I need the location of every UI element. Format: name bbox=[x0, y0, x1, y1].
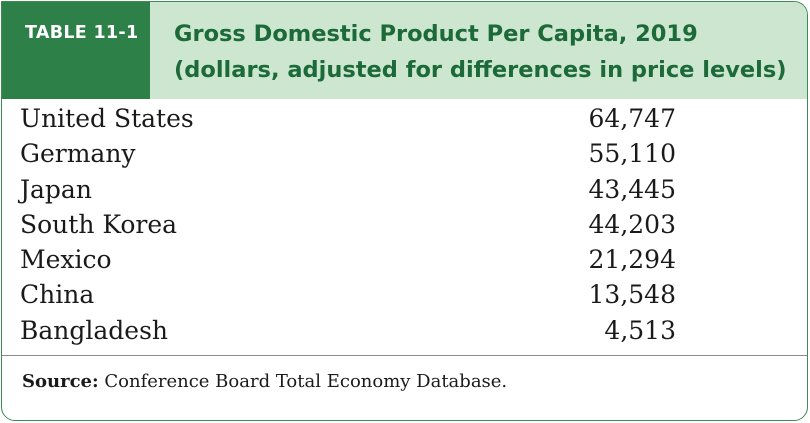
gdp-value-cell: 64,747 bbox=[588, 104, 676, 133]
table-row: Mexico 21,294 bbox=[2, 244, 807, 279]
country-cell: Bangladesh bbox=[20, 315, 169, 345]
table-number-label: TABLE 11-1 bbox=[25, 23, 139, 43]
country-cell: Germany bbox=[20, 139, 136, 169]
country-cell: South Korea bbox=[20, 209, 178, 239]
gdp-value-cell: 13,548 bbox=[588, 280, 676, 310]
gdp-value-cell: 55,110 bbox=[588, 139, 676, 169]
source-note: Source: Conference Board Total Economy D… bbox=[22, 371, 507, 392]
table-title-line-2: (dollars, adjusted for differences in pr… bbox=[174, 57, 787, 83]
table-row: United States 64,747 bbox=[2, 103, 807, 138]
gdp-value-cell: 44,203 bbox=[588, 209, 676, 239]
table-body: United States 64,747 Germany 55,110 Japa… bbox=[2, 103, 807, 350]
table-row: South Korea 44,203 bbox=[2, 209, 807, 244]
table-header: TABLE 11-1 Gross Domestic Product Per Ca… bbox=[2, 2, 807, 99]
country-cell: United States bbox=[20, 104, 194, 133]
country-cell: Mexico bbox=[20, 245, 112, 275]
table-title: Gross Domestic Product Per Capita, 2019 … bbox=[174, 16, 794, 88]
country-cell: Japan bbox=[20, 174, 92, 204]
table-title-line-1: Gross Domestic Product Per Capita, 2019 bbox=[174, 21, 698, 47]
source-label: Source: bbox=[22, 371, 99, 392]
table-row: Germany 55,110 bbox=[2, 138, 807, 173]
country-cell: China bbox=[20, 280, 95, 310]
source-text: Conference Board Total Economy Database. bbox=[98, 371, 508, 392]
gdp-value-cell: 43,445 bbox=[588, 174, 676, 204]
table-row: Bangladesh 4,513 bbox=[2, 315, 807, 350]
source-divider bbox=[2, 355, 807, 356]
table-number-badge: TABLE 11-1 bbox=[2, 2, 150, 99]
gdp-value-cell: 21,294 bbox=[588, 245, 676, 275]
gdp-value-cell: 4,513 bbox=[604, 315, 676, 345]
table-row: Japan 43,445 bbox=[2, 174, 807, 209]
table-row: China 13,548 bbox=[2, 279, 807, 314]
